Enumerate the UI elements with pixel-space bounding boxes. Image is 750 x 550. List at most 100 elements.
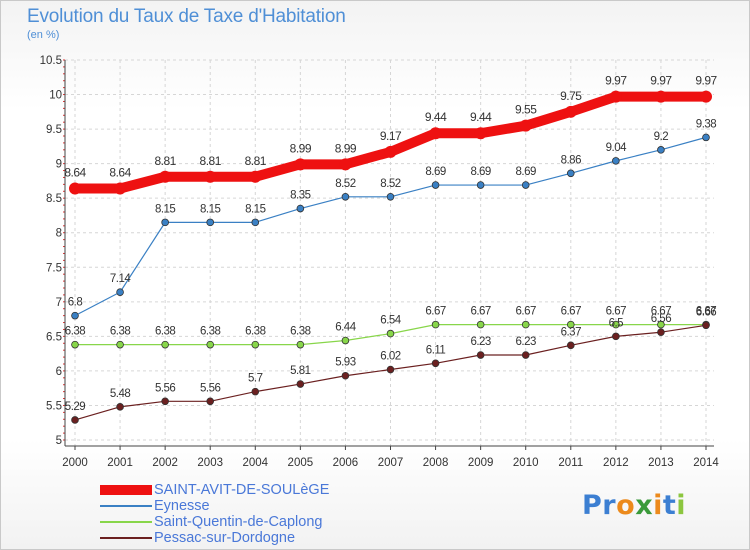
data-label: 6.37 <box>561 326 581 338</box>
y-tick-label: 6.5 <box>46 331 62 343</box>
data-point <box>384 145 397 158</box>
data-label: 6.67 <box>696 306 716 318</box>
y-tick-label: 9.5 <box>46 124 62 136</box>
data-point <box>296 340 305 349</box>
data-label: 5.93 <box>335 357 355 369</box>
x-tick-label: 2007 <box>378 457 404 469</box>
data-point <box>296 204 305 213</box>
data-label: 9.75 <box>560 89 582 103</box>
data-point <box>566 320 575 329</box>
data-point <box>161 218 169 227</box>
data-point <box>476 181 485 189</box>
y-tick-label: 8 <box>56 228 62 240</box>
data-label: 8.52 <box>380 178 400 190</box>
data-point <box>69 182 81 195</box>
y-tick-label: 7 <box>56 297 62 309</box>
y-tick-label: 8.5 <box>46 193 62 205</box>
data-label: 8.86 <box>561 154 581 166</box>
legend-label: Saint-Quentin-de-Caplong <box>154 514 323 530</box>
data-point <box>71 416 79 424</box>
data-label: 8.35 <box>290 190 310 202</box>
proxiti-logo: Proxiti <box>582 490 686 521</box>
chart-title: Evolution du Taux de Taxe d'Habitation <box>27 6 346 27</box>
data-point <box>654 90 667 103</box>
data-point <box>474 127 487 140</box>
data-label: 9.44 <box>425 110 447 124</box>
data-label: 8.81 <box>245 154 267 168</box>
data-label: 8.81 <box>200 154 222 168</box>
chart-subtitle: (en %) <box>27 29 60 41</box>
data-point <box>294 158 307 171</box>
data-label: 8.52 <box>335 178 355 190</box>
data-label: 8.69 <box>425 166 445 178</box>
x-tick-label: 2014 <box>693 457 719 469</box>
logo-letter: i <box>676 490 687 521</box>
logo-letter: P <box>582 490 603 521</box>
data-point <box>476 351 485 359</box>
data-point <box>71 340 79 349</box>
data-point <box>114 182 127 195</box>
data-label: 6.38 <box>200 326 220 338</box>
data-point <box>431 181 440 189</box>
data-point <box>657 328 665 337</box>
data-label: 6.67 <box>606 306 626 318</box>
data-label: 6.11 <box>426 344 446 356</box>
data-point <box>116 288 124 296</box>
data-point <box>206 340 215 349</box>
data-label: 7.14 <box>110 273 131 285</box>
y-tick-label: 5 <box>56 435 62 447</box>
logo-letter: t <box>662 490 677 521</box>
data-label: 6.23 <box>516 336 536 348</box>
x-tick-label: 2003 <box>197 457 223 469</box>
data-point <box>341 193 350 201</box>
data-label: 6.66 <box>696 306 716 318</box>
x-tick-label: 2004 <box>242 457 268 469</box>
x-tick-label: 2011 <box>558 457 583 469</box>
data-label: 5.56 <box>200 382 220 394</box>
data-point <box>612 157 620 165</box>
data-point <box>339 158 352 171</box>
legend-swatch <box>100 505 152 507</box>
data-label: 5.81 <box>290 365 310 377</box>
data-label: 6.67 <box>425 306 445 318</box>
data-point <box>429 127 442 140</box>
data-label: 6.56 <box>651 313 671 325</box>
data-label: 6.38 <box>245 326 265 338</box>
data-point <box>161 340 169 349</box>
x-tick-label: 2001 <box>107 457 133 469</box>
x-tick-label: 2009 <box>468 457 494 469</box>
legend-label: SAINT-AVIT-DE-SOULèGE <box>154 482 330 498</box>
x-tick-label: 2008 <box>423 457 449 469</box>
data-label: 6.38 <box>155 326 175 338</box>
data-point <box>159 170 172 183</box>
data-point <box>566 169 575 178</box>
data-point <box>251 340 260 349</box>
x-tick-label: 2005 <box>288 457 314 469</box>
data-label: 5.56 <box>155 382 175 394</box>
data-label: 6.38 <box>65 326 85 338</box>
data-label: 9.04 <box>606 142 627 154</box>
data-point <box>251 387 260 396</box>
data-point <box>341 371 350 380</box>
data-label: 8.99 <box>290 141 312 155</box>
data-label: 6.54 <box>380 315 401 327</box>
data-label: 8.81 <box>154 154 176 168</box>
data-label: 8.15 <box>200 203 220 215</box>
data-point <box>609 90 622 103</box>
logo-letter: i <box>653 490 663 521</box>
data-point <box>521 320 530 329</box>
data-point <box>612 332 620 341</box>
data-point <box>657 320 665 329</box>
data-point <box>702 321 710 330</box>
data-point <box>431 320 440 329</box>
y-tick-label: 5.5 <box>46 400 62 412</box>
data-label: 9.2 <box>654 131 669 143</box>
data-label: 6.44 <box>335 322 356 334</box>
data-point <box>71 311 79 320</box>
data-label: 9.97 <box>605 74 627 88</box>
data-label: 6.67 <box>651 306 671 318</box>
data-point <box>657 146 665 154</box>
data-point <box>296 380 305 388</box>
data-point <box>341 336 350 345</box>
